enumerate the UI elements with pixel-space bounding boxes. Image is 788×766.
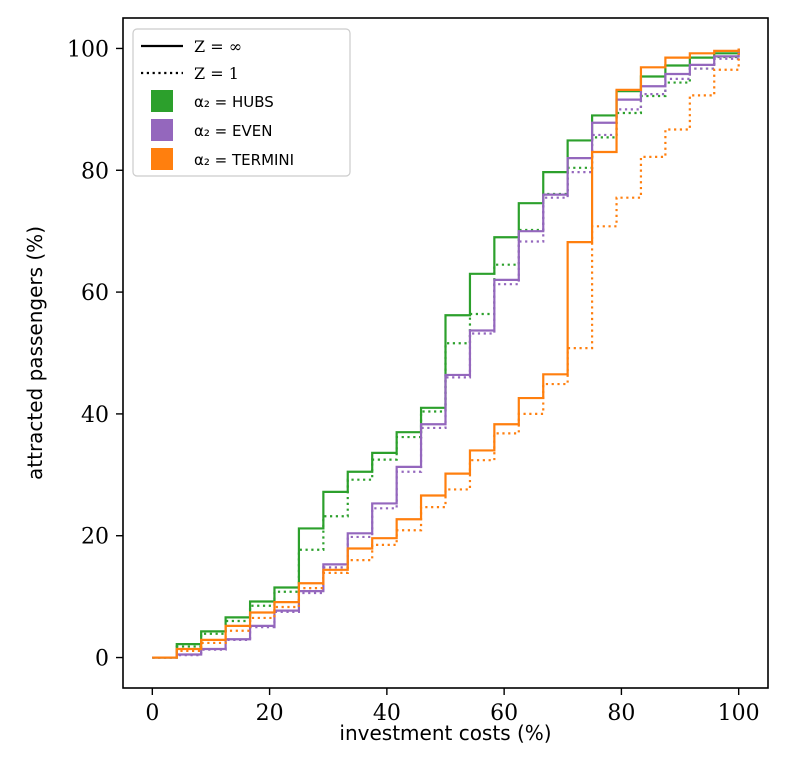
x-axis-label: investment costs (%) (339, 721, 551, 745)
y-axis-label: attracted passengers (%) (23, 226, 47, 480)
legend: Z = ∞ Z = 1 α₂ = HUBS α₂ = EVEN α₂ = TERMINI (132, 28, 351, 177)
y-tick-label: 40 (81, 403, 109, 428)
x-tick-label: 80 (607, 701, 635, 726)
legend-label: α₂ = HUBS (194, 93, 274, 111)
x-tick-label: 40 (373, 701, 401, 726)
y-tick-label: 20 (81, 525, 109, 550)
legend-label: α₂ = TERMINI (194, 151, 294, 169)
legend-swatch-hubs (151, 90, 173, 112)
x-tick-label: 100 (718, 701, 760, 726)
y-tick-label: 0 (95, 647, 109, 672)
legend-label: α₂ = EVEN (194, 122, 272, 140)
y-axis: 0 20 40 60 80 100 (67, 37, 123, 672)
series-line-termini-zinf (152, 48, 740, 659)
x-tick-label: 20 (256, 701, 284, 726)
x-tick-label: 60 (490, 701, 518, 726)
x-axis: 0 20 40 60 80 100 (145, 688, 760, 726)
legend-swatch-even (151, 119, 173, 141)
legend-label: Z = 1 (194, 64, 239, 83)
y-tick-label: 100 (67, 37, 109, 62)
x-tick-label: 0 (145, 701, 159, 726)
legend-box (132, 28, 351, 177)
plot-frame (122, 17, 769, 689)
y-tick-label: 80 (81, 159, 109, 184)
y-tick-label: 60 (81, 281, 109, 306)
legend-swatch-termini (151, 148, 173, 170)
series-layer (152, 48, 740, 659)
legend-label: Z = ∞ (194, 37, 242, 56)
